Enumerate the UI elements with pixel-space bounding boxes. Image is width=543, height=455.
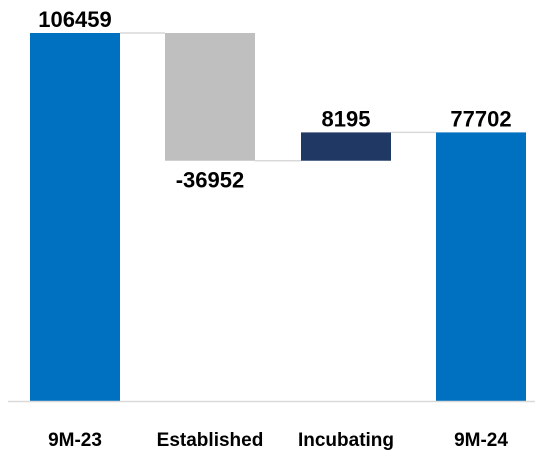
data-labels: 106459 -36952 8195 77702 (38, 7, 511, 193)
connector-lines (120, 32, 436, 162)
category-label: 9M-24 (454, 430, 508, 451)
category-labels: 9M-23 Established Incubating 9M-24 (48, 430, 508, 451)
bar-9m-24 (436, 132, 526, 401)
bar-incubating (301, 132, 391, 161)
category-label: 9M-23 (48, 430, 102, 451)
bar-group (30, 33, 526, 401)
data-label: 106459 (38, 7, 111, 32)
data-label: -36952 (176, 168, 245, 193)
bar-established (165, 33, 255, 161)
category-label: Established (157, 430, 264, 451)
bar-9m-23 (30, 33, 120, 401)
data-label: 77702 (450, 106, 511, 131)
category-label: Incubating (298, 430, 394, 451)
data-label: 8195 (322, 106, 371, 131)
